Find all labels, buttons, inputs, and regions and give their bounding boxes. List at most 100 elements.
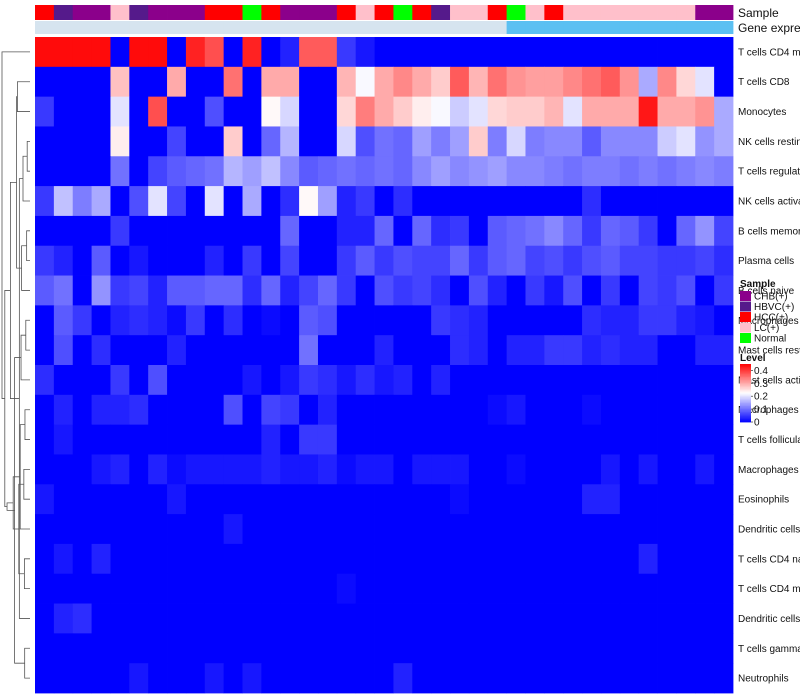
heatmap-cell [53, 96, 74, 127]
heatmap-cell [148, 603, 168, 634]
heatmap-cell [544, 186, 564, 217]
heatmap-cell [431, 424, 451, 455]
heatmap-cell [582, 424, 602, 455]
row-label-macrophages-m0: Macrophages M0 [738, 316, 800, 327]
heatmap-cell [487, 186, 508, 217]
heatmap-cell [393, 96, 413, 127]
heatmap-cell [242, 633, 262, 664]
heatmap-cell [223, 126, 243, 157]
heatmap-cell [450, 514, 470, 545]
heatmap-cell [223, 245, 243, 276]
row-label-macrophages-m2: Macrophages M2 [738, 405, 800, 416]
heatmap-cell [506, 66, 526, 98]
gene-expression-annotation-cell [412, 21, 432, 34]
heatmap-cell [468, 96, 489, 127]
heatmap-cell [619, 663, 640, 694]
row-label-t-cells-cd4-memory-resting: T cells CD4 memory resting [738, 47, 800, 58]
row-label-b-cells-naive: B cells naive [738, 286, 795, 297]
heatmap-cell [638, 215, 658, 247]
gene-expression-annotation-cell [638, 21, 658, 34]
gene-expression-annotation-cell [185, 21, 206, 34]
heatmap-cell [450, 394, 470, 426]
heatmap-cell [167, 424, 187, 455]
heatmap-cell [299, 514, 319, 545]
sample-annotation-cell [582, 5, 602, 20]
heatmap-cell [204, 245, 225, 276]
annotation-label-gene-expression: Gene expression level [738, 21, 800, 35]
heatmap-cell [204, 37, 225, 68]
heatmap-cell [676, 633, 696, 664]
heatmap-cell [355, 126, 375, 157]
heatmap-cell [487, 37, 508, 68]
heatmap-cell [299, 156, 319, 187]
heatmap-cell [619, 275, 640, 306]
heatmap-cell [506, 514, 526, 545]
heatmap-cell [525, 633, 545, 664]
heatmap-cell [35, 37, 55, 68]
heatmap-cell [167, 603, 187, 634]
heatmap-cell [582, 66, 602, 98]
dendrogram-branch [25, 319, 30, 351]
heatmap-cell [525, 66, 545, 98]
sample-annotation-cell [91, 5, 111, 20]
level-colorbar-segment [740, 390, 751, 392]
heatmap-cell [185, 66, 206, 98]
heatmap-cell [110, 186, 130, 217]
heatmap-cell [695, 245, 715, 276]
heatmap-cell [261, 514, 281, 545]
heatmap-cell [204, 484, 225, 515]
heatmap-cell [695, 543, 715, 575]
heatmap-cell [695, 66, 715, 98]
heatmap-cell [242, 126, 262, 157]
heatmap-cell [280, 275, 300, 306]
heatmap-cell [148, 484, 168, 515]
heatmap-cell [317, 275, 338, 306]
heatmap-cell [582, 275, 602, 306]
heatmap-cell [468, 126, 489, 157]
heatmap-cell [525, 663, 545, 694]
heatmap-cell [619, 394, 640, 426]
heatmap-cell [657, 305, 677, 336]
heatmap-cell [280, 66, 300, 98]
heatmap-cell [53, 394, 74, 426]
heatmap-cell [204, 215, 225, 247]
heatmap-cell [110, 275, 130, 306]
heatmap-cell [110, 543, 130, 575]
level-colorbar-segment [740, 371, 751, 374]
heatmap-cell [317, 335, 338, 366]
heatmap-cell [129, 215, 149, 247]
heatmap-cell [487, 633, 508, 664]
heatmap-cell [563, 424, 583, 455]
heatmap-cell [91, 484, 111, 515]
heatmap-cell [563, 543, 583, 575]
sample-legend-label-hbvc: HBVC(+) [754, 302, 794, 313]
heatmap-cell [110, 126, 130, 157]
heatmap-cell [676, 543, 696, 575]
heatmap-cell [35, 156, 55, 187]
heatmap-cell [563, 394, 583, 426]
level-colorbar-segment [740, 420, 751, 423]
heatmap-cell [167, 275, 187, 306]
heatmap-cell [261, 96, 281, 127]
heatmap-cell [317, 186, 338, 217]
heatmap-cell [506, 543, 526, 575]
heatmap-cell [317, 96, 338, 127]
heatmap-cell [638, 365, 658, 396]
heatmap-cell [506, 484, 526, 515]
gene-expression-annotation-cell [695, 21, 715, 34]
heatmap-cell [431, 245, 451, 276]
heatmap-cell [638, 126, 658, 157]
level-colorbar-segment [740, 365, 751, 368]
heatmap-cell [657, 126, 677, 157]
heatmap-cell [129, 126, 149, 157]
heatmap-cell [261, 186, 281, 217]
heatmap-cell [299, 424, 319, 455]
row-label-neutrophils: Neutrophils [738, 674, 789, 685]
heatmap-cell [53, 245, 74, 276]
dendrogram-branch [24, 558, 30, 590]
heatmap-cell [525, 365, 545, 396]
heatmap-cell [242, 305, 262, 336]
heatmap-cell [167, 305, 187, 336]
heatmap-cell [657, 365, 677, 396]
heatmap-cell [676, 305, 696, 336]
